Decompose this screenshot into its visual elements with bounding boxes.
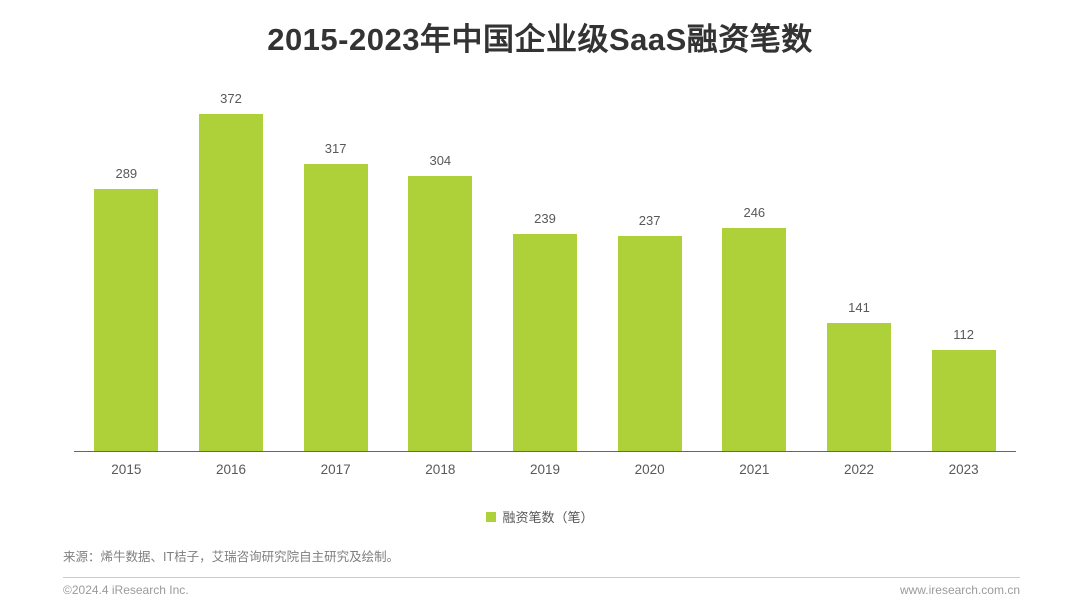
bar-2018 — [408, 176, 473, 451]
bar-2020 — [617, 236, 682, 451]
footer-website: www.iresearch.com.cn — [899, 583, 1020, 597]
bar-2016 — [199, 114, 263, 451]
bar-value-label: 141 — [848, 300, 870, 315]
bar-chart-plot-area: 289 2015 372 2016 317 2017 304 2018 239 2019 237 20… — [74, 85, 1016, 477]
bar-2019 — [513, 234, 577, 451]
bar-value-label: 246 — [743, 205, 766, 220]
bar-2015 — [94, 189, 159, 451]
bar-value-label: 237 — [638, 213, 661, 228]
x-axis-label: 2018 — [425, 462, 456, 477]
bar-2022 — [827, 323, 891, 451]
x-axis-label: 2020 — [634, 462, 665, 477]
footer-copyright: ©2024.4 iResearch Inc. — [63, 583, 189, 597]
x-axis-label: 2023 — [948, 462, 979, 477]
x-axis-label: 2021 — [739, 462, 770, 477]
legend: 融资笔数（笔） — [0, 507, 1080, 526]
bar-value-label: 112 — [953, 327, 975, 342]
bar-value-label: 317 — [324, 141, 347, 156]
bar-value-label: 239 — [534, 211, 556, 226]
x-axis-label: 2017 — [320, 462, 351, 477]
x-axis-label: 2015 — [111, 462, 142, 477]
footer-divider — [63, 577, 1020, 578]
bar-2017 — [303, 164, 368, 451]
bar-value-label: 304 — [429, 153, 452, 168]
bar-2021 — [722, 228, 787, 451]
legend-label: 融资笔数（笔） — [502, 510, 594, 525]
x-axis-label: 2016 — [215, 462, 247, 477]
source-note: 来源：烯牛数据、IT桔子，艾瑞咨询研究院自主研究及绘制。 — [63, 550, 400, 564]
bar-2023 — [931, 350, 996, 451]
bar-value-label: 372 — [220, 91, 242, 106]
legend-swatch-icon — [486, 511, 497, 522]
bar-value-label: 289 — [115, 166, 138, 181]
chart-title: 2015-2023年中国企业级SaaS融资笔数 — [267, 22, 813, 57]
x-axis-label: 2022 — [843, 462, 875, 477]
x-axis-label: 2019 — [529, 462, 561, 477]
